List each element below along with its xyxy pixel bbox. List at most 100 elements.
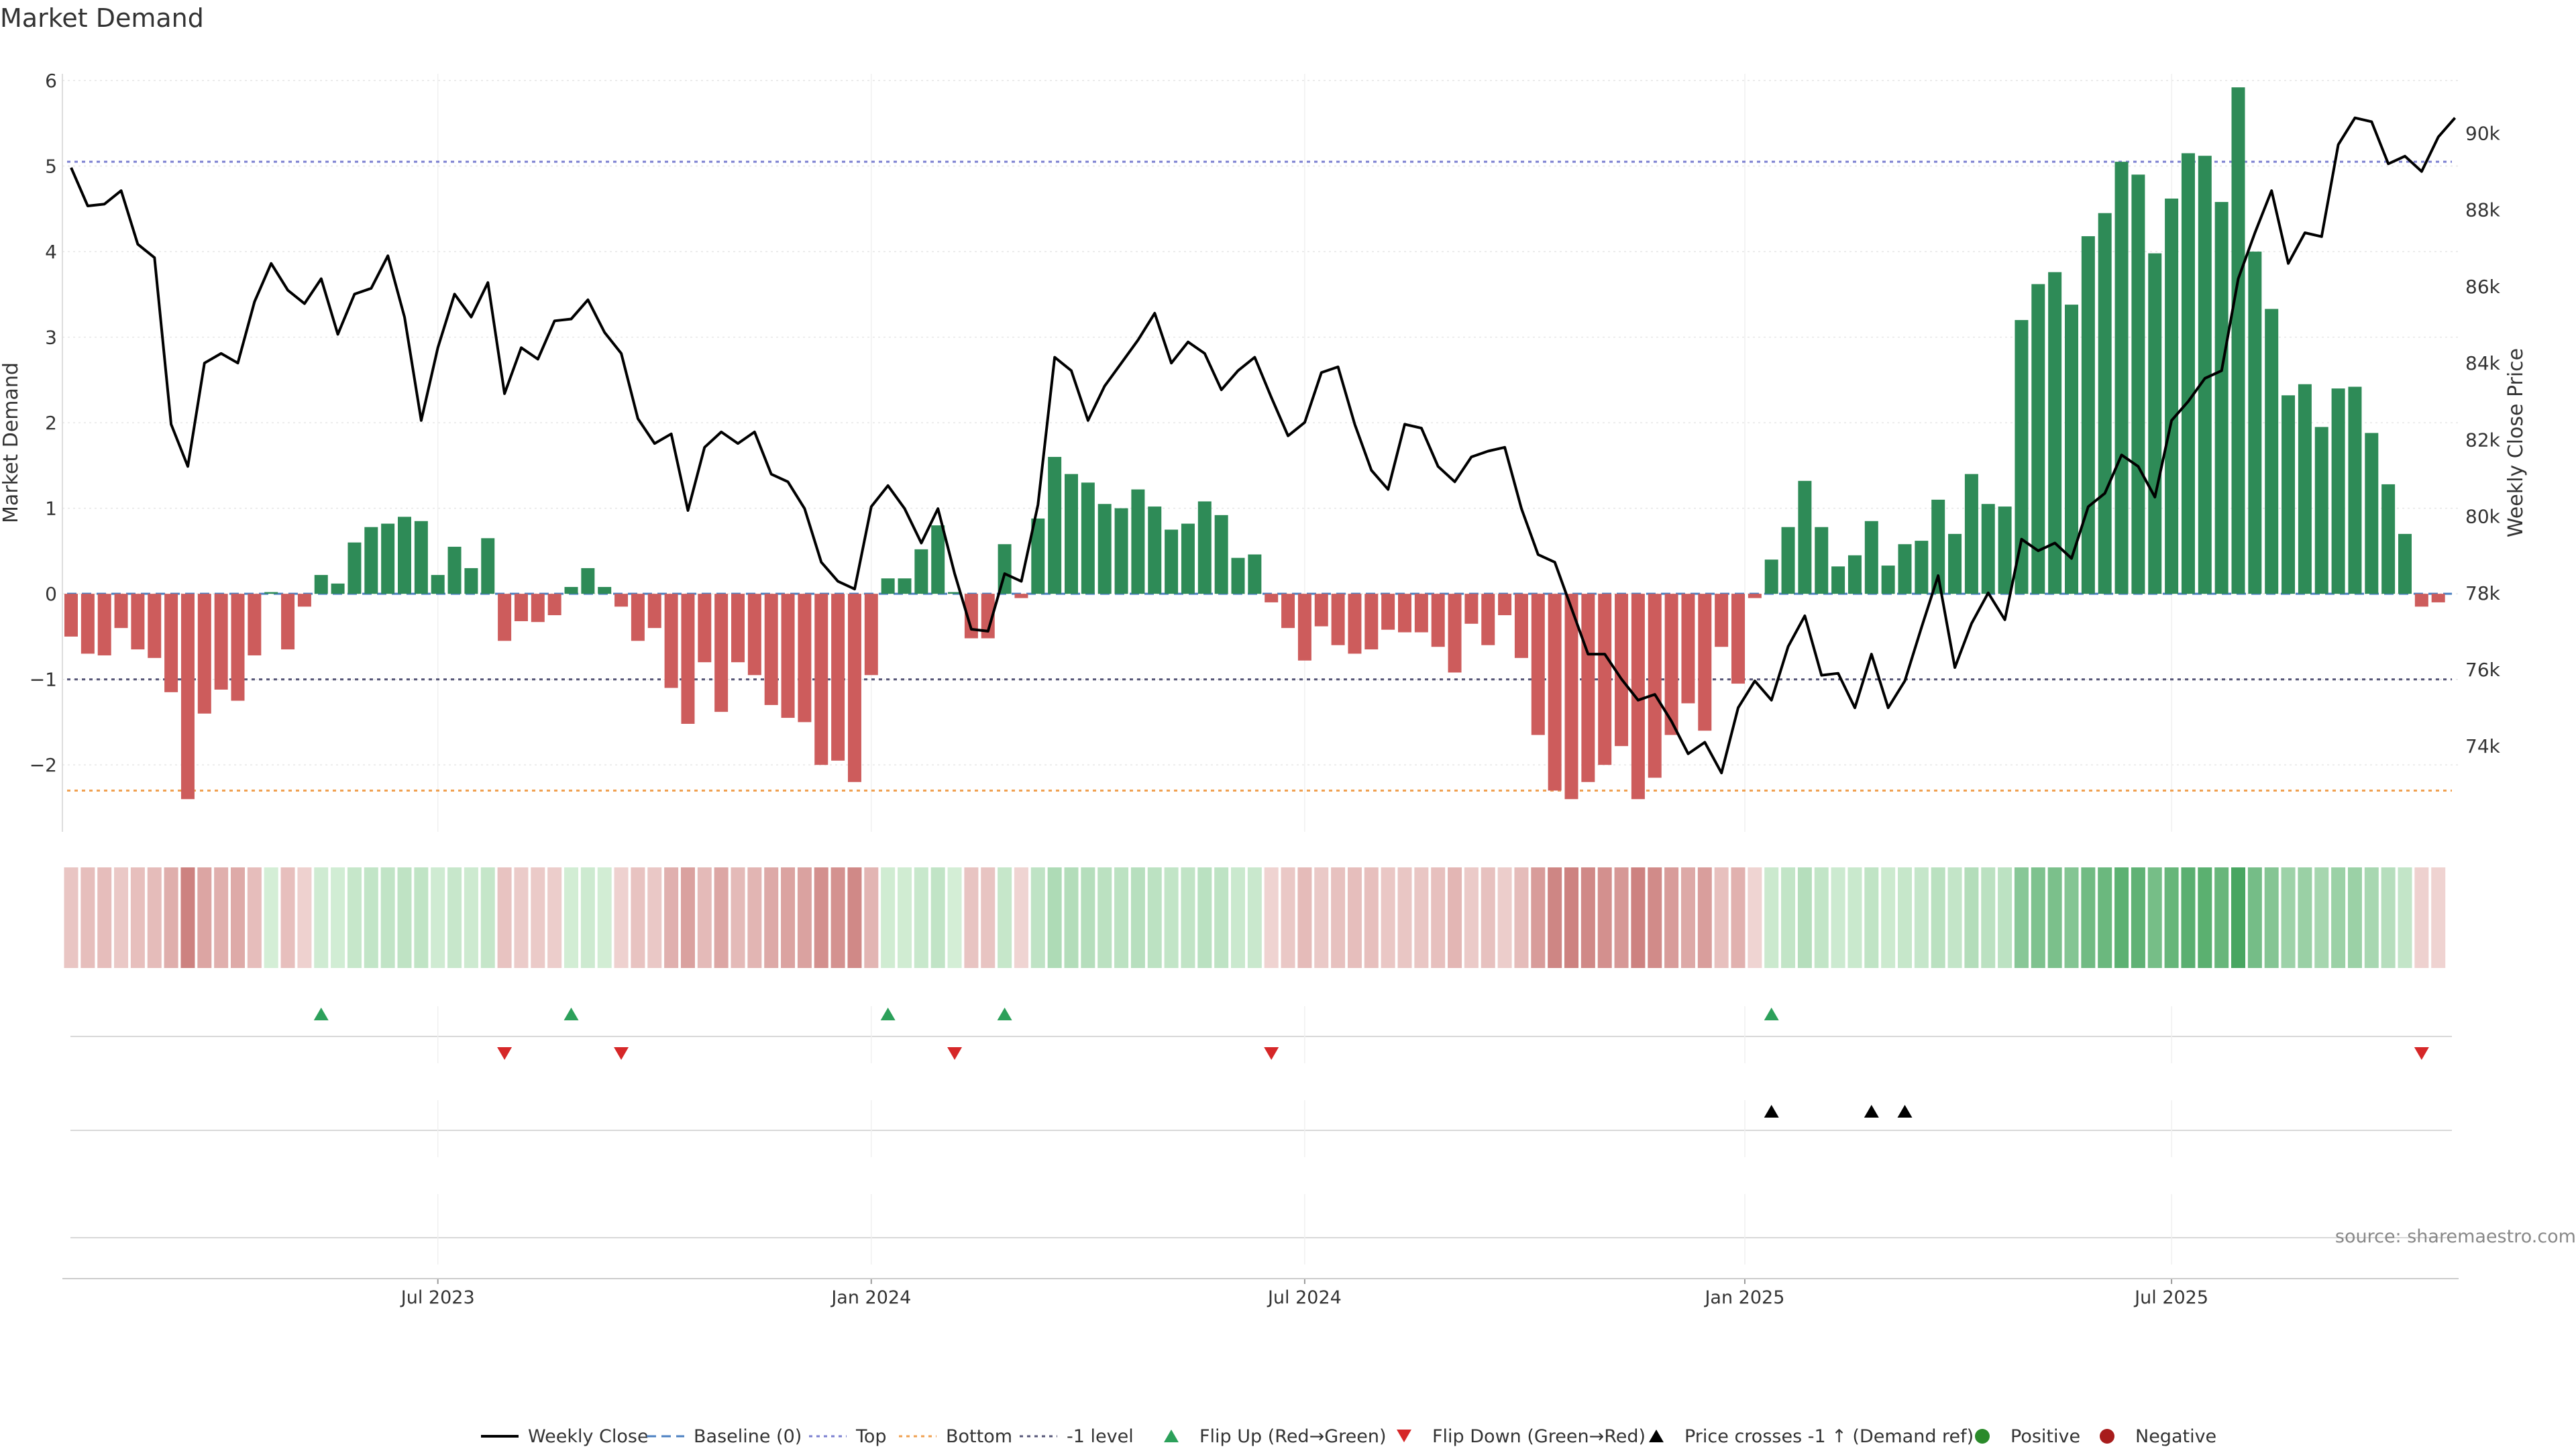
heat-cell xyxy=(1214,867,1229,968)
demand-bar xyxy=(131,594,145,650)
heat-cell xyxy=(1931,867,1945,968)
heat-cell xyxy=(631,867,645,968)
heat-cell xyxy=(1231,867,1245,968)
heat-cell xyxy=(264,867,278,968)
heat-cell xyxy=(214,867,229,968)
heat-cell xyxy=(2281,867,2296,968)
demand-bar xyxy=(2165,198,2179,594)
chart-legend: Weekly Close Baseline (0) Top Bottom -1 leve… xyxy=(481,1426,2216,1447)
heat-cell xyxy=(930,867,945,968)
demand-bar xyxy=(2314,427,2328,594)
demand-bar xyxy=(314,575,328,594)
demand-bar xyxy=(1598,594,1612,765)
heat-cell xyxy=(1014,867,1028,968)
left-tick-label: 4 xyxy=(45,241,57,263)
demand-bar xyxy=(847,594,861,782)
demand-bar xyxy=(831,594,845,761)
heat-cell xyxy=(580,867,595,968)
demand-heat-strip xyxy=(64,867,2446,968)
demand-bar xyxy=(981,594,995,639)
legend-label: Top xyxy=(855,1426,887,1447)
heat-cell xyxy=(1397,867,1412,968)
heat-cell xyxy=(847,867,862,968)
heat-cell xyxy=(397,867,412,968)
event-panel-grid xyxy=(70,1006,2452,1265)
heat-cell xyxy=(2147,867,2162,968)
flip-up-marker xyxy=(313,1008,329,1020)
demand-bar xyxy=(464,568,478,594)
demand-bar xyxy=(1648,594,1662,778)
legend-label: Positive xyxy=(2010,1426,2080,1447)
heat-cell xyxy=(2114,867,2129,968)
demand-bar xyxy=(814,594,828,765)
heat-cell xyxy=(1381,867,1395,968)
demand-bar xyxy=(2231,87,2245,594)
demand-bar xyxy=(1131,489,1145,594)
demand-bar xyxy=(631,594,645,641)
legend-swatch xyxy=(1397,1430,1411,1442)
demand-bar xyxy=(1847,555,1862,594)
demand-bar xyxy=(214,594,228,690)
heat-cell xyxy=(1297,867,1312,968)
heat-cell xyxy=(447,867,462,968)
demand-bar xyxy=(1831,566,1845,594)
demand-bar xyxy=(2065,305,2078,594)
legend-label: Price crosses -1 ↑ (Demand ref) xyxy=(1684,1426,1974,1447)
demand-bar xyxy=(664,594,678,688)
heat-cell xyxy=(1130,867,1145,968)
demand-bar xyxy=(1331,594,1345,645)
heat-cell xyxy=(947,867,962,968)
heat-cell xyxy=(197,867,212,968)
heat-cell xyxy=(1331,867,1346,968)
demand-bar xyxy=(281,594,295,650)
heat-cell xyxy=(2098,867,2112,968)
left-tick-label: −2 xyxy=(30,754,57,776)
heat-cell xyxy=(64,867,78,968)
heat-cell xyxy=(1114,867,1129,968)
left-tick-label: 3 xyxy=(45,327,57,349)
legend-item: Negative xyxy=(2100,1426,2216,1447)
heat-cell xyxy=(347,867,362,968)
heat-cell xyxy=(2047,867,2062,968)
heat-cell xyxy=(1448,867,1462,968)
legend-label: -1 level xyxy=(1067,1426,1134,1447)
demand-bar xyxy=(1231,557,1245,594)
demand-bar xyxy=(2181,153,2195,594)
heat-cell xyxy=(114,867,129,968)
demand-bar xyxy=(1048,457,1062,594)
heat-cell xyxy=(1097,867,1112,968)
heat-cell xyxy=(830,867,845,968)
heat-cell xyxy=(1347,867,1362,968)
heat-cell xyxy=(431,867,445,968)
demand-bar xyxy=(347,542,362,594)
heat-cell xyxy=(464,867,478,968)
price-cross-marker xyxy=(1897,1105,1913,1118)
demand-bar xyxy=(2331,388,2345,594)
demand-bar xyxy=(2114,162,2129,594)
heat-cell xyxy=(1648,867,1662,968)
heat-cell xyxy=(280,867,295,968)
demand-bar xyxy=(1281,594,1295,629)
demand-bar xyxy=(1681,594,1695,704)
demand-bar xyxy=(2081,236,2095,594)
heat-cell xyxy=(164,867,178,968)
left-tick-label: 1 xyxy=(45,498,57,520)
event-markers xyxy=(313,1008,2429,1118)
demand-bar xyxy=(398,517,411,594)
legend-item: Baseline (0) xyxy=(647,1426,802,1447)
demand-bar xyxy=(148,594,162,658)
demand-bar xyxy=(1431,594,1445,647)
heat-cell xyxy=(480,867,495,968)
flip-down-marker xyxy=(947,1047,963,1060)
heat-cell xyxy=(364,867,378,968)
heat-cell xyxy=(1664,867,1679,968)
demand-bar xyxy=(698,594,712,663)
right-tick-label: 76k xyxy=(2465,659,2501,681)
demand-bar xyxy=(481,538,495,594)
demand-bar xyxy=(781,594,795,718)
heat-cell xyxy=(1047,867,1062,968)
demand-bar xyxy=(2198,156,2212,594)
demand-bar xyxy=(248,594,262,655)
demand-bar xyxy=(2048,272,2062,594)
